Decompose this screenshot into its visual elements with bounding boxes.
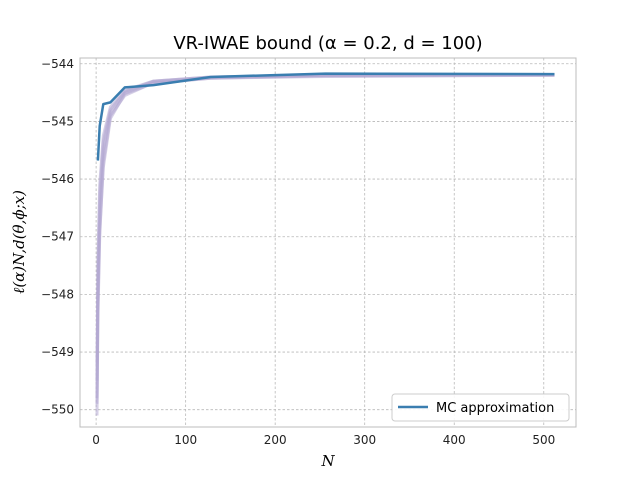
x-axis-ticks: 0 100 200 300 400 500 <box>92 433 555 447</box>
chart-title: VR-IWAE bound (α = 0.2, d = 100) <box>173 33 482 54</box>
y-tick-label: −545 <box>41 114 74 128</box>
y-tick-label: −546 <box>41 172 74 186</box>
y-tick-label: −548 <box>41 287 74 301</box>
legend-label: MC approximation <box>436 401 554 416</box>
plot-frame <box>79 57 577 428</box>
x-tick-label: 100 <box>174 433 197 447</box>
y-axis-label: ℓ(α)N,d(θ,ϕ;x) <box>10 190 28 294</box>
plot-background <box>80 58 576 427</box>
y-axis-ticks: −544 −545 −546 −547 −548 −549 −550 <box>41 57 74 417</box>
mc-approximation-line <box>96 72 555 161</box>
x-axis-label: N <box>320 452 335 470</box>
y-tick-label: −544 <box>41 57 74 71</box>
legend: MC approximation <box>391 393 570 422</box>
y-tick-label: −547 <box>41 230 74 244</box>
y-tick-label: −550 <box>41 403 74 417</box>
y-tick-label: −549 <box>41 345 74 359</box>
x-tick-label: 200 <box>264 433 287 447</box>
x-tick-label: 400 <box>443 433 466 447</box>
series-lines <box>96 72 555 161</box>
x-tick-label: 500 <box>532 433 555 447</box>
legend-box <box>391 393 570 422</box>
x-tick-label: 300 <box>353 433 376 447</box>
grid <box>80 58 576 427</box>
x-tick-label: 0 <box>92 433 100 447</box>
